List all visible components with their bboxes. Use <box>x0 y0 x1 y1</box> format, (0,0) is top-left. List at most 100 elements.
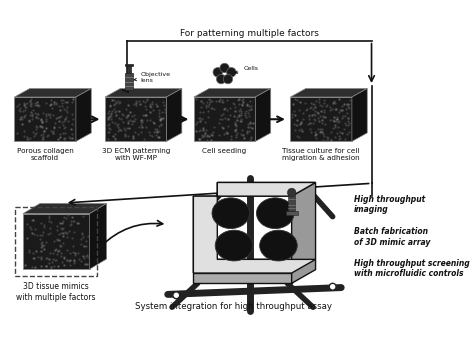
Point <box>43 118 50 124</box>
Point <box>84 254 91 260</box>
Point <box>117 117 125 122</box>
Point <box>293 133 301 138</box>
Point <box>210 124 218 129</box>
Point <box>331 134 339 140</box>
Text: Tissue culture for cell
migration & adhesion: Tissue culture for cell migration & adhe… <box>283 148 360 161</box>
Point <box>323 134 331 139</box>
Point <box>43 133 51 138</box>
Point <box>29 112 36 118</box>
Point <box>331 107 339 112</box>
Point <box>322 103 329 109</box>
Point <box>55 115 63 120</box>
Point <box>28 230 36 236</box>
Polygon shape <box>14 97 76 142</box>
Point <box>313 135 320 141</box>
Point <box>242 114 250 119</box>
Point <box>242 110 249 116</box>
Point <box>244 121 252 127</box>
Point <box>52 257 59 263</box>
Point <box>64 247 71 253</box>
Point <box>38 120 46 125</box>
Point <box>50 125 57 130</box>
Point <box>232 132 240 137</box>
Point <box>66 251 73 256</box>
Polygon shape <box>105 88 182 97</box>
Point <box>328 106 336 111</box>
Text: Batch fabrication
of 3D mimic array: Batch fabrication of 3D mimic array <box>354 227 430 247</box>
Point <box>31 255 38 261</box>
Circle shape <box>220 63 229 73</box>
Point <box>336 107 343 112</box>
Point <box>40 243 48 248</box>
Point <box>230 114 238 119</box>
Point <box>68 127 75 132</box>
Point <box>30 255 37 261</box>
Point <box>49 256 57 262</box>
Point <box>110 102 118 108</box>
Point <box>332 118 339 124</box>
Point <box>130 102 137 107</box>
Point <box>227 133 235 138</box>
Point <box>344 123 352 128</box>
Point <box>292 122 300 128</box>
Point <box>311 132 319 138</box>
Point <box>307 129 314 135</box>
Point <box>110 101 118 107</box>
Point <box>128 121 136 126</box>
Point <box>24 136 32 142</box>
Point <box>345 118 352 123</box>
Point <box>198 104 205 110</box>
Point <box>203 133 210 138</box>
Point <box>155 113 163 119</box>
Point <box>77 241 84 246</box>
Polygon shape <box>193 183 316 273</box>
Point <box>58 119 66 125</box>
Point <box>15 107 23 112</box>
Point <box>79 234 87 239</box>
Point <box>70 96 77 102</box>
Point <box>137 122 145 128</box>
Point <box>337 129 344 135</box>
Point <box>67 221 74 227</box>
Point <box>26 249 33 255</box>
Point <box>82 261 89 266</box>
Point <box>216 96 224 102</box>
Point <box>154 103 161 108</box>
Point <box>238 127 246 133</box>
Point <box>64 100 71 105</box>
Point <box>70 229 78 235</box>
Point <box>245 124 252 130</box>
Point <box>309 101 317 107</box>
Point <box>208 133 216 138</box>
Point <box>58 100 66 106</box>
Point <box>46 114 53 120</box>
Point <box>108 119 116 124</box>
Point <box>55 231 63 237</box>
Point <box>229 100 237 105</box>
Point <box>237 116 245 122</box>
Point <box>142 112 150 118</box>
Point <box>121 127 129 133</box>
Point <box>111 109 119 115</box>
Point <box>240 133 247 138</box>
Point <box>112 100 120 105</box>
Point <box>303 108 310 113</box>
Point <box>18 121 26 127</box>
Polygon shape <box>105 97 166 142</box>
Point <box>70 116 77 122</box>
Point <box>148 101 156 107</box>
Point <box>80 255 88 261</box>
Point <box>46 111 54 117</box>
Point <box>247 134 255 140</box>
Point <box>154 126 161 132</box>
Point <box>30 133 37 139</box>
Point <box>106 102 114 108</box>
Point <box>27 98 34 103</box>
Point <box>54 248 62 254</box>
Point <box>247 106 255 111</box>
Point <box>107 113 114 118</box>
Point <box>305 117 312 122</box>
Point <box>23 235 31 241</box>
Point <box>123 125 131 131</box>
Point <box>234 98 242 103</box>
